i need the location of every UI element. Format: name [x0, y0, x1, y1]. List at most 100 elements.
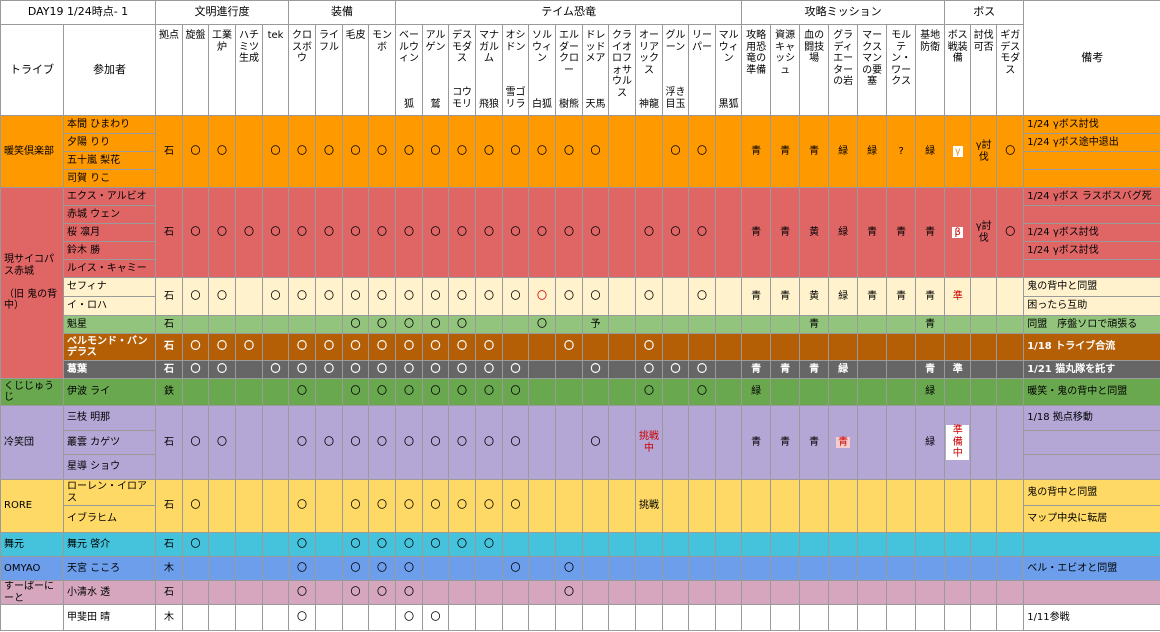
status-value: 黄 [809, 290, 820, 302]
tribe-cell: くじじゅうじ [0, 378, 64, 406]
header-row: DAY19 1/24時点- 1 文明進行度 装備 テイム恐竜 攻略ミッション ボス 備考 [0, 0, 1160, 116]
status-cell [688, 532, 717, 557]
status-cell [970, 405, 998, 480]
status-cell: 〇 [502, 277, 530, 316]
status-cell: 〇 [208, 115, 237, 188]
status-cell [582, 580, 610, 605]
status-value: γ討伐 [975, 140, 992, 163]
note-cell: マップ中央に転居 [1023, 505, 1160, 533]
note-cell: 1/11参戦 [1023, 604, 1160, 631]
column-name: ボス戦装備 [947, 30, 968, 64]
status-value: 〇 [350, 538, 361, 550]
member-row: 叢雲 カゲツ [1, 430, 1160, 455]
status-cell [857, 532, 888, 557]
member-label: ベルモンド・バンデラス [67, 335, 148, 359]
column-header: 討伐可否 [970, 24, 998, 116]
member-row: 現サイコパス赤城 （旧 鬼の背中） エクス・アルビオ石〇〇〇〇〇〇〇〇〇〇〇〇〇〇〇… [0, 187, 1160, 379]
member-label: 三枝 明那 [67, 412, 111, 424]
status-cell [996, 532, 1025, 557]
status-cell [608, 405, 637, 480]
status-value: 石 [164, 500, 175, 512]
column-header: モンボ [368, 24, 397, 116]
status-cell: 〇 [635, 187, 664, 278]
status-value: 青 [751, 363, 762, 375]
status-cell: 〇 [342, 277, 370, 316]
column-header-box: ドレッドメア 天馬 [584, 28, 607, 112]
status-cell [528, 604, 557, 631]
member-name: 夕陽 りり [62, 133, 157, 152]
status-cell: 〇 [555, 580, 584, 605]
status-value: 〇 [430, 363, 441, 375]
status-value: 〇 [297, 226, 308, 238]
column-header: ソルウィン 白狐 [528, 24, 557, 116]
tribe-name: くじじゅうじ [4, 380, 54, 404]
status-value: 〇 [297, 611, 308, 623]
column-header: 血の闘技場 [799, 24, 830, 116]
column-header: モルテン・ワークス [886, 24, 917, 116]
status-cell: 〇 [315, 277, 344, 316]
status-cell [662, 405, 690, 480]
status-value: 緑 [838, 363, 849, 375]
status-cell [828, 532, 859, 557]
status-cell [886, 405, 917, 480]
note-cell: 暖笑・鬼の背中と同盟 [1023, 378, 1160, 406]
status-value: 石 [164, 290, 175, 302]
status-value: 〇 [377, 500, 388, 512]
status-cell: 〇 [235, 187, 264, 278]
status-cell: 石 [155, 405, 184, 480]
status-cell: 〇 [342, 479, 370, 533]
tribe-name: すーぱーにーと [4, 581, 54, 604]
status-cell: 〇 [288, 405, 317, 480]
status-cell [944, 378, 972, 406]
member-row: 葛葉 石 〇 〇 〇 〇 〇 〇 〇 〇 〇 〇 〇 〇 〇 〇 〇 〇 青 青 青 緑 青 準 1/21 猫丸隊を託す [1, 360, 1160, 379]
status-value: 〇 [217, 363, 228, 375]
column-name: グラディエーターの岩 [833, 30, 854, 87]
status-cell: 〇 [368, 360, 397, 379]
column-header: マナガルム 飛狼 [475, 24, 504, 116]
status-cell [688, 556, 717, 581]
note-cell [1023, 580, 1160, 605]
status-cell [741, 580, 772, 605]
column-header-box: マルウィン 黒狐 [717, 28, 740, 112]
status-value: 〇 [217, 436, 228, 448]
column-name: 拠点 [159, 30, 180, 41]
column-header: マルウィン 黒狐 [715, 24, 743, 116]
status-cell [555, 360, 584, 379]
status-cell: 青 [741, 187, 772, 278]
member-row: 赤城 ウェン [1, 205, 1160, 224]
member-row: セフィナ石 〇 〇 〇 〇 〇 〇 〇 〇 〇 〇 〇 〇 〇 〇 〇 〇 〇 青 青 黄 緑 青 青 青 準 鬼の背中と同盟 [1, 277, 1160, 316]
column-header: ハチミツ生成 [235, 24, 264, 116]
status-value: 緑 [838, 145, 849, 157]
status-value: 青 [751, 290, 762, 302]
status-cell: 〇 [315, 115, 344, 188]
status-value: 〇 [190, 363, 201, 375]
status-value: 〇 [564, 341, 575, 353]
status-cell: 〇 [235, 333, 264, 361]
member-label: 星導 ショウ [67, 461, 121, 473]
column-name: 基地防衛 [920, 30, 941, 53]
note-cell: 鬼の背中と同盟 [1023, 277, 1160, 297]
status-value: 青 [809, 318, 820, 330]
status-cell: 〇 [475, 333, 504, 361]
status-cell: 〇 [342, 378, 370, 406]
status-cell [608, 378, 637, 406]
status-value: 〇 [484, 363, 495, 375]
group-header: テイム恐竜 [395, 0, 743, 25]
note-cell [1023, 454, 1160, 480]
status-cell [182, 604, 210, 631]
status-value: 予 [590, 318, 601, 330]
status-value: 〇 [404, 363, 415, 375]
day-label: DAY19 1/24時点- 1 [27, 5, 129, 19]
column-name: エルダークロー [559, 30, 580, 76]
status-cell [828, 378, 859, 406]
status-cell: 〇 [288, 532, 317, 557]
status-value: 緑 [867, 145, 878, 157]
column-header-box: ハチミツ生成 [237, 28, 261, 112]
status-cell [715, 360, 743, 379]
status-value: 〇 [404, 611, 415, 623]
status-value: 〇 [297, 386, 308, 398]
status-value: 青 [925, 363, 936, 375]
tribe-name: 暖笑倶楽部 [4, 145, 54, 157]
status-cell: 〇 [368, 479, 397, 533]
